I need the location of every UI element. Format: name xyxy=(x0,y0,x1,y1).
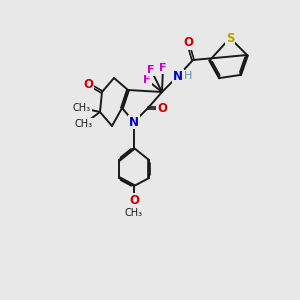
Text: F: F xyxy=(159,63,167,73)
Text: N: N xyxy=(129,116,139,128)
Text: O: O xyxy=(129,194,139,206)
Text: S: S xyxy=(226,32,234,44)
Text: O: O xyxy=(83,77,93,91)
Text: N: N xyxy=(173,70,183,83)
Text: F: F xyxy=(143,75,151,85)
Text: CH₃: CH₃ xyxy=(73,103,91,113)
Text: F: F xyxy=(147,65,155,75)
Text: H: H xyxy=(184,71,192,81)
Text: O: O xyxy=(183,37,193,50)
Text: CH₃: CH₃ xyxy=(125,208,143,218)
Text: CH₃: CH₃ xyxy=(75,119,93,129)
Text: O: O xyxy=(157,101,167,115)
